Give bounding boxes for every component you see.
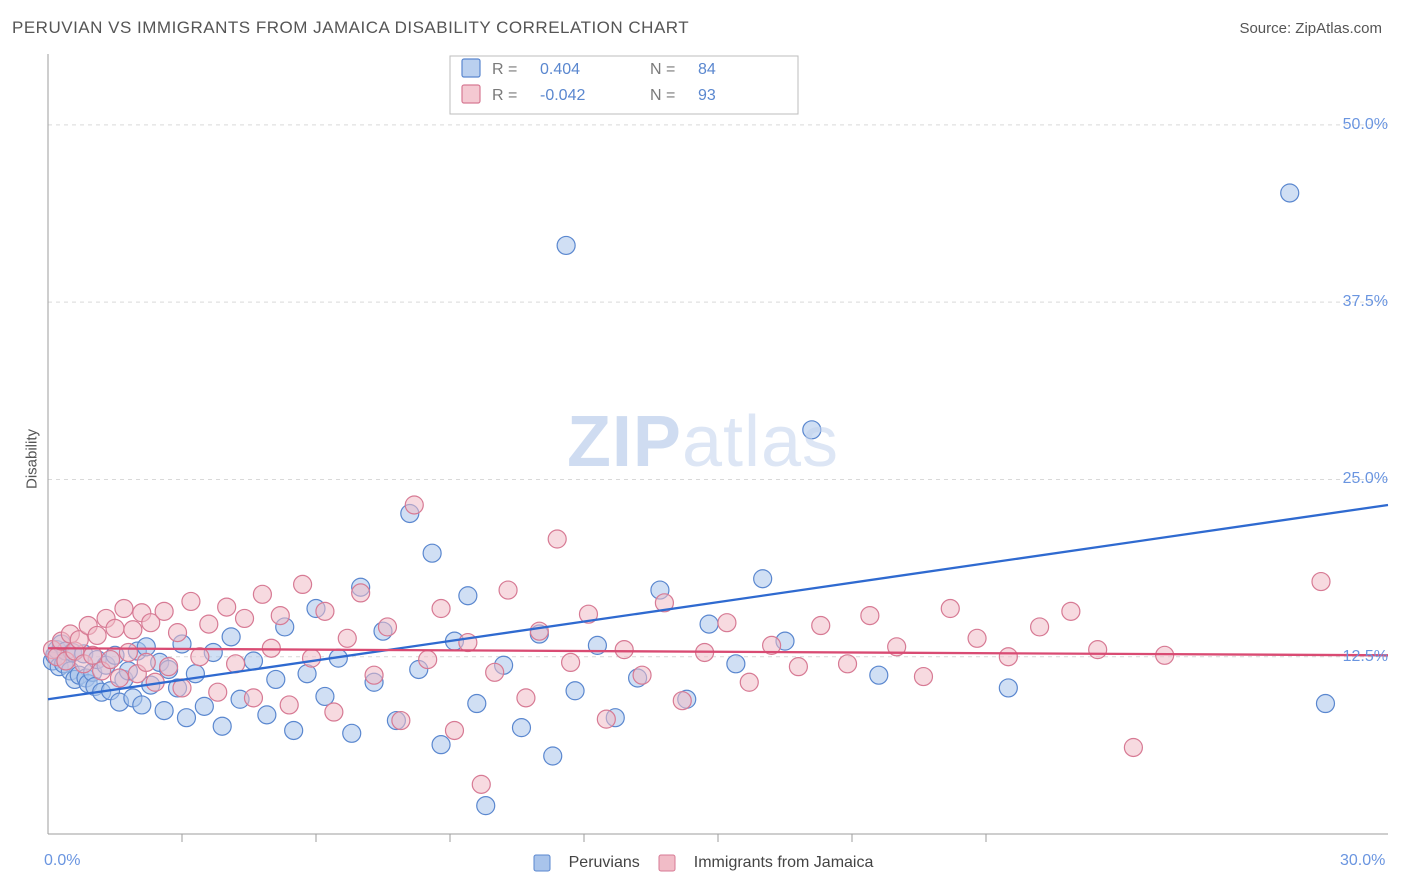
- y-tick-label: 12.5%: [1343, 648, 1388, 666]
- svg-text:N =: N =: [650, 87, 675, 104]
- source-credit: Source: ZipAtlas.com: [1239, 20, 1382, 37]
- svg-text:N =: N =: [650, 61, 675, 78]
- y-tick-label: 25.0%: [1343, 470, 1388, 488]
- svg-text:R =: R =: [492, 87, 517, 104]
- legend-label-jamaica: Immigrants from Jamaica: [694, 854, 874, 872]
- svg-text:84: 84: [698, 61, 716, 78]
- chart-area: Disability ZIPatlas R =0.404N =84R =-0.0…: [0, 44, 1406, 874]
- svg-text:R =: R =: [492, 61, 517, 78]
- y-axis-label: Disability: [24, 429, 41, 489]
- legend-swatch-peruvians: [533, 854, 551, 872]
- legend-label-peruvians: Peruvians: [569, 854, 640, 872]
- svg-text:-0.042: -0.042: [540, 87, 585, 104]
- scatter-plot: R = 0.404 N = 84 R = -0.042 N = 93: [0, 44, 1406, 874]
- chart-title: PERUVIAN VS IMMIGRANTS FROM JAMAICA DISA…: [12, 18, 689, 38]
- legend-swatch-jamaica: [658, 854, 676, 872]
- y-tick-label: 50.0%: [1343, 116, 1388, 134]
- bottom-legend: Peruvians Immigrants from Jamaica: [0, 854, 1406, 872]
- svg-text:0.404: 0.404: [540, 61, 580, 78]
- svg-text:93: 93: [698, 87, 716, 104]
- y-tick-label: 37.5%: [1343, 293, 1388, 311]
- x-tick-right: 30.0%: [1340, 852, 1385, 870]
- chart-header: PERUVIAN VS IMMIGRANTS FROM JAMAICA DISA…: [0, 0, 1406, 44]
- x-tick-left: 0.0%: [44, 852, 80, 870]
